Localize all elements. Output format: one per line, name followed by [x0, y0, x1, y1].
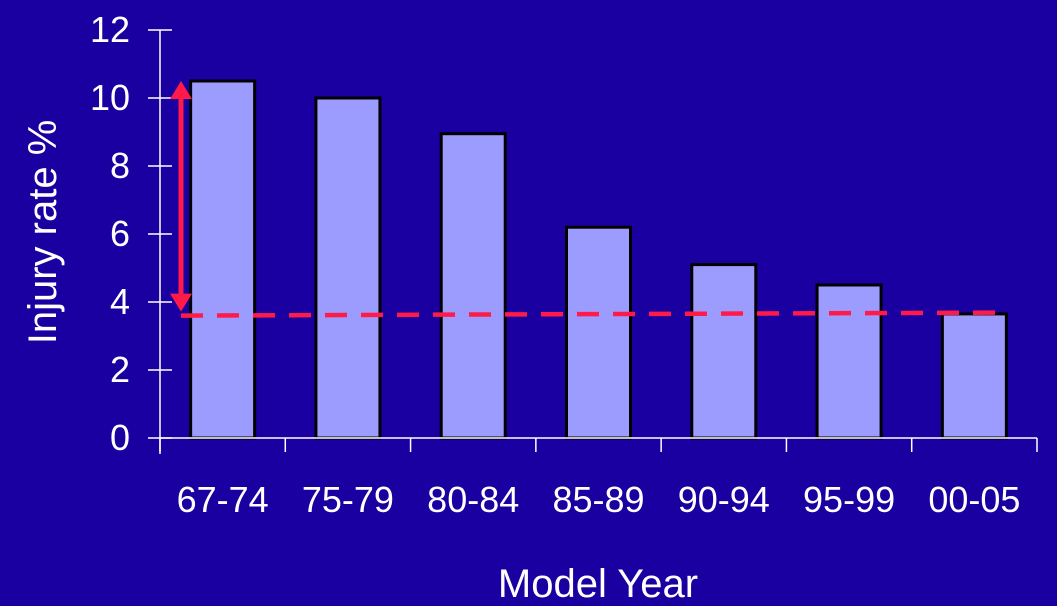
reference-line — [180, 310, 1007, 318]
bar — [815, 283, 883, 440]
arrow-head-up — [170, 81, 192, 99]
bar — [439, 132, 507, 440]
y-tick-label: 12 — [90, 9, 130, 50]
x-tick-label: 90-94 — [678, 479, 770, 520]
y-tick-label: 2 — [110, 349, 130, 390]
y-tick-label: 8 — [110, 145, 130, 186]
x-tick-label: 85-89 — [552, 479, 644, 520]
bar — [940, 312, 1008, 440]
bar — [565, 225, 632, 440]
x-tick-label: 80-84 — [427, 479, 519, 520]
x-axis-ticks: 67-74 75-79 80-84 85-89 90-94 95-99 00-05 — [159, 438, 1038, 520]
bar — [314, 96, 382, 440]
x-tick-label: 00-05 — [928, 479, 1020, 520]
bar — [189, 79, 257, 440]
y-tick-label: 0 — [110, 417, 130, 458]
x-tick-label: 75-79 — [302, 479, 394, 520]
x-tick-label: 95-99 — [803, 479, 895, 520]
annotations — [170, 81, 1007, 318]
arrow-head-down — [170, 293, 192, 312]
bar — [690, 263, 758, 440]
x-tick-label: 67-74 — [177, 479, 269, 520]
y-axis-title: Injury rate % — [21, 120, 65, 345]
y-tick-label: 4 — [110, 281, 130, 322]
x-axis-title: Model Year — [498, 562, 698, 606]
y-tick-label: 6 — [110, 213, 130, 254]
bars — [189, 79, 1008, 440]
y-tick-label: 10 — [90, 77, 130, 118]
